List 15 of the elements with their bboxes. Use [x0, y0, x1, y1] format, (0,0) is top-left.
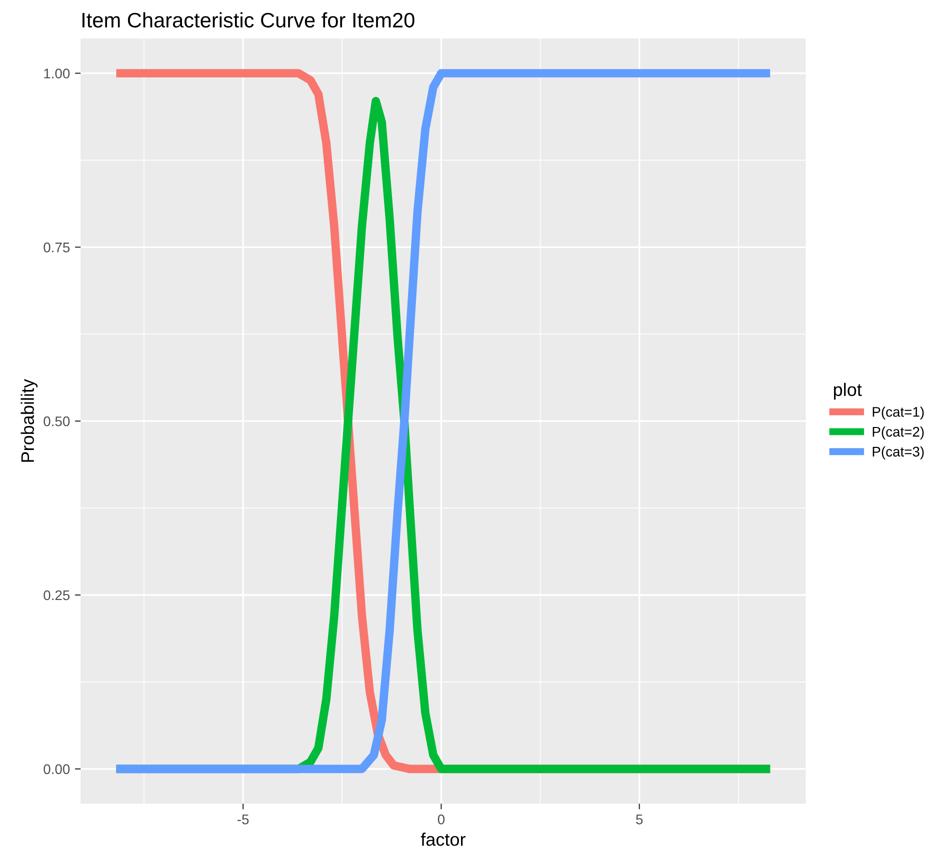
x-tick-label: -5: [238, 814, 249, 824]
legend-label: P(cat=2): [872, 426, 924, 440]
x-tick-label: 0: [438, 814, 445, 824]
legend-title: plot: [834, 382, 862, 400]
y-tick-label: 0.25: [44, 590, 70, 600]
y-tick-label: 0.50: [44, 416, 70, 426]
chart-title: Item Characteristic Curve for Item20: [82, 12, 414, 28]
legend-label: P(cat=3): [872, 446, 924, 460]
y-tick-label: 1.00: [44, 68, 70, 78]
legend-label: P(cat=1): [872, 406, 924, 420]
y-tick-label: 0.75: [44, 242, 70, 252]
x-axis-title: factor: [420, 832, 466, 846]
y-tick-label: 0.00: [44, 764, 70, 774]
x-tick-label: 5: [636, 814, 643, 824]
y-axis-title: Probability: [20, 378, 38, 462]
